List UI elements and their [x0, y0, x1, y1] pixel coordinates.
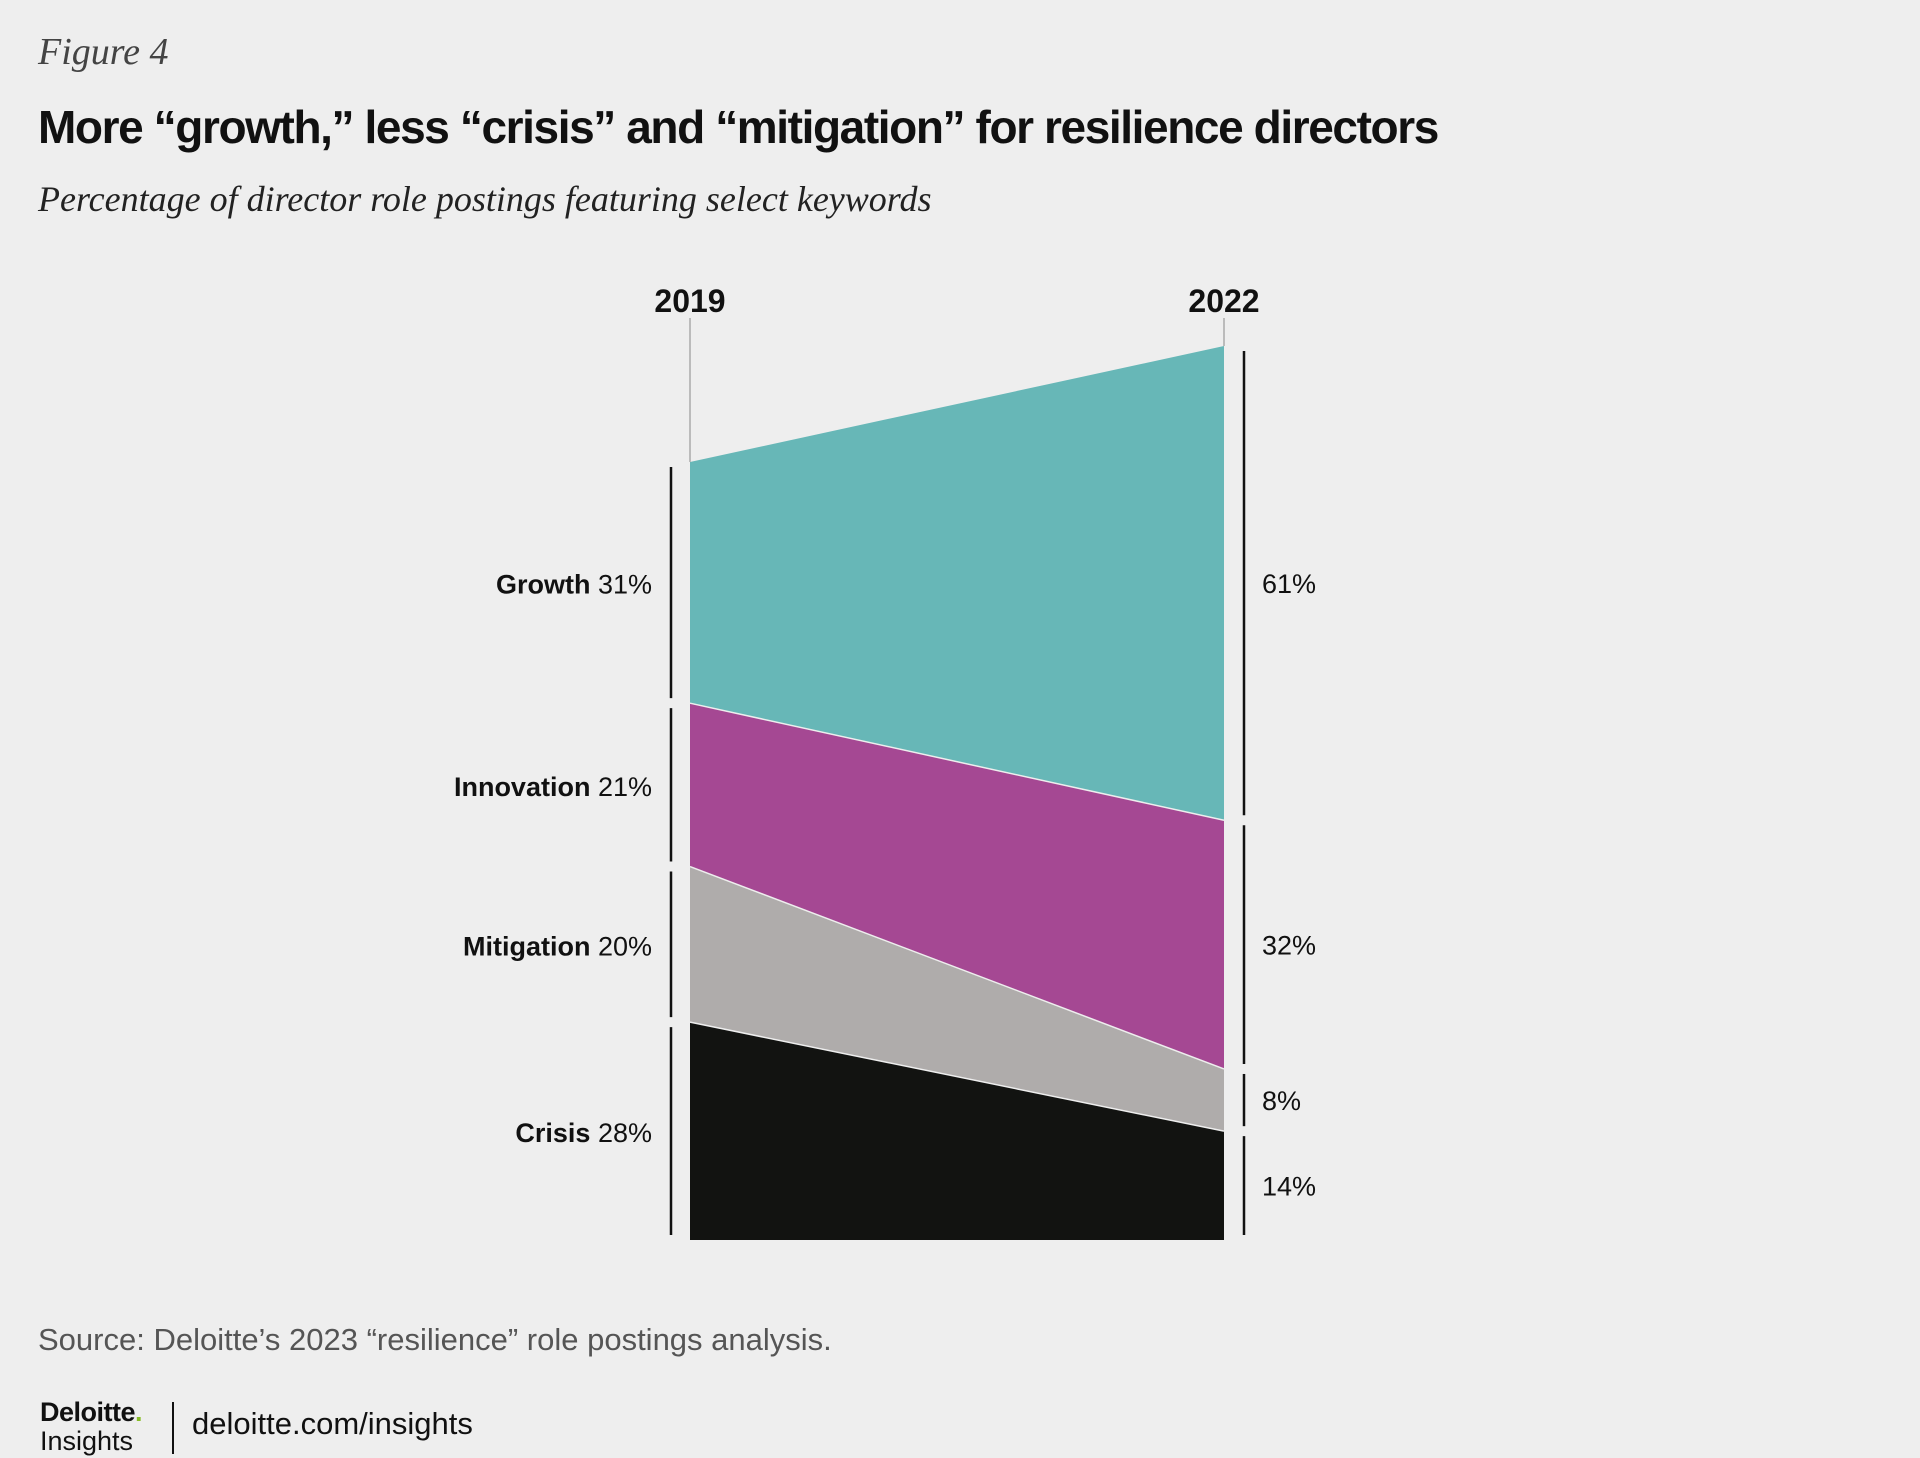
deloitte-insights-logo[interactable]: Deloitte. Insights	[40, 1398, 170, 1456]
logo-brand: Deloitte.	[40, 1398, 170, 1426]
value-2022-innovation: 32%	[1262, 931, 1316, 961]
value-2022-growth: 61%	[1262, 569, 1316, 599]
series-name-mitigation: Mitigation	[463, 931, 598, 961]
value-2019-mitigation: 20%	[598, 931, 652, 961]
chart-subtitle: Percentage of director role postings fea…	[38, 179, 932, 219]
left-label-crisis: Crisis 28%	[515, 1118, 652, 1148]
value-2022-mitigation: 8%	[1262, 1086, 1301, 1116]
left-label-growth: Growth 31%	[496, 570, 652, 600]
value-2019-growth: 31%	[598, 570, 652, 600]
left-label-innovation: Innovation 21%	[454, 772, 652, 802]
source-note: Source: Deloitte’s 2023 “resilience” rol…	[38, 1322, 832, 1357]
series-name-crisis: Crisis	[515, 1118, 598, 1148]
value-2022-crisis: 14%	[1262, 1172, 1316, 1202]
footer-divider	[172, 1402, 174, 1454]
footer-url-link[interactable]: deloitte.com/insights	[192, 1406, 473, 1441]
series-name-innovation: Innovation	[454, 772, 598, 802]
logo-green-dot: .	[135, 1397, 143, 1427]
logo-sub: Insights	[40, 1426, 134, 1456]
year-label-2022: 2022	[1188, 283, 1259, 319]
band-separator	[689, 702, 1225, 821]
chart-title: More “growth,” less “crisis” and “mitiga…	[38, 101, 1439, 153]
year-label-2019: 2019	[654, 283, 725, 319]
value-2019-innovation: 21%	[598, 772, 652, 802]
band-crisis	[690, 1022, 1224, 1240]
series-name-growth: Growth	[496, 570, 598, 600]
band-growth	[690, 346, 1224, 821]
band-separator	[689, 1021, 1225, 1132]
band-mitigation	[690, 866, 1224, 1132]
left-label-mitigation: Mitigation 20%	[463, 931, 652, 961]
band-innovation	[690, 703, 1224, 1069]
value-2019-crisis: 28%	[598, 1118, 652, 1148]
figure-label: Figure 4	[38, 31, 169, 73]
logo-brand-text: Deloitte	[40, 1397, 136, 1427]
band-separator	[689, 865, 1225, 1070]
